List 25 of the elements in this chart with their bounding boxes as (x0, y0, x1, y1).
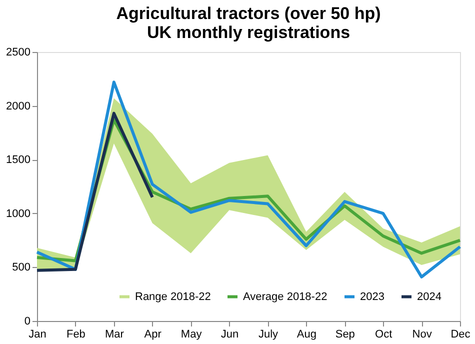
x-tick-label: Apr (144, 328, 162, 340)
x-tick-label: Jun (220, 328, 239, 340)
line-series (36, 112, 154, 272)
x-tick-label: July (258, 328, 279, 340)
y-tick-label: 0 (24, 316, 30, 328)
x-tick-label: Oct (375, 328, 392, 340)
y-tick-label: 2500 (6, 46, 30, 58)
x-tick-label: Aug (296, 328, 316, 340)
text: UK monthly registrations (146, 23, 350, 42)
legend-label: Average 2018-22 (243, 290, 328, 303)
legend-label: 2024 (417, 290, 442, 303)
x-tick-label: Nov (412, 328, 432, 340)
y-tick-label: 2000 (6, 100, 30, 112)
x-tick-label: Feb (66, 328, 86, 340)
text: Agricultural tractors (over 50 hp) (116, 4, 381, 23)
y-tick-label: 1500 (6, 154, 30, 166)
y-tick-label: 500 (12, 262, 30, 274)
x-tick-label: Dec (450, 328, 471, 340)
x-tick-label: Sep (335, 328, 355, 340)
x-tick-label: May (180, 328, 202, 340)
y-tick-label: 1000 (6, 208, 30, 220)
legend-label: 2023 (360, 290, 384, 303)
x-tick-label: Jan (28, 328, 46, 340)
legend-label: Range 2018-22 (135, 290, 211, 303)
x-tick-label: Mar (104, 328, 124, 340)
